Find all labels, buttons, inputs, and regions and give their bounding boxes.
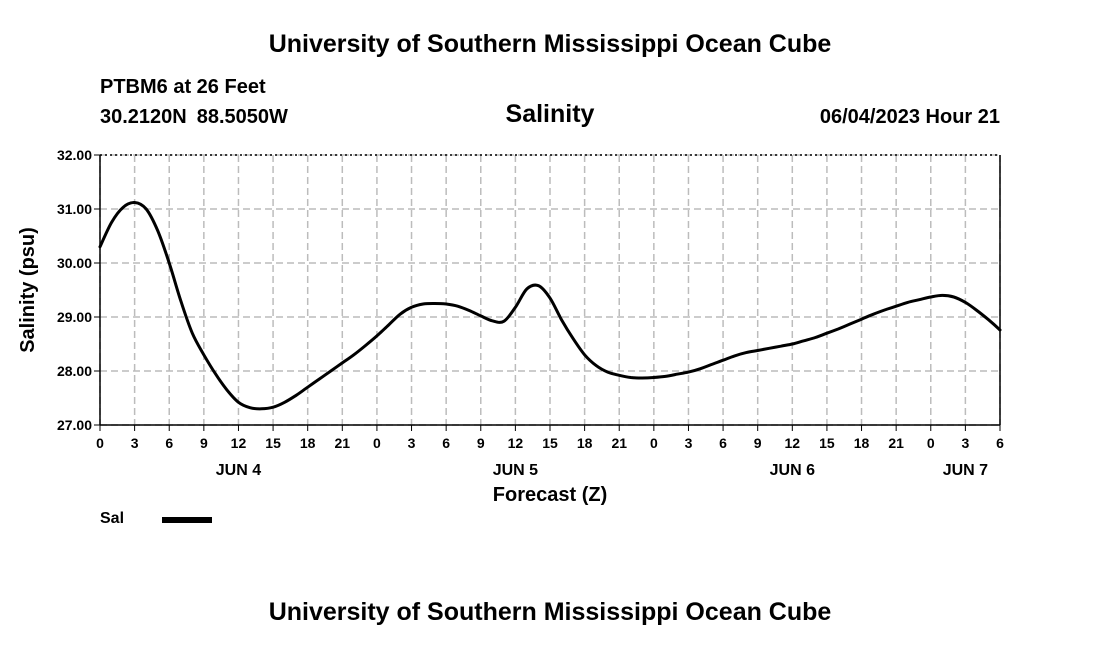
x-tick-label: 6 <box>442 435 450 451</box>
day-label: JUN 4 <box>216 462 261 479</box>
x-tick-label: 9 <box>200 435 208 451</box>
x-tick-label: 18 <box>577 435 593 451</box>
footer-title: University of Southern Mississippi Ocean… <box>268 598 832 626</box>
x-tick-label: 15 <box>542 435 558 451</box>
axes <box>94 154 1001 431</box>
x-tick-label: 0 <box>373 435 381 451</box>
x-tick-label: 18 <box>854 435 870 451</box>
station-label: PTBM6 at 26 Feet <box>100 76 266 98</box>
longitude: 88.5050W <box>196 106 288 128</box>
y-tick-label: 30.00 <box>57 255 92 271</box>
x-tick-label: 0 <box>927 435 935 451</box>
x-tick-label: 15 <box>819 435 835 451</box>
x-tick-label: 21 <box>611 435 627 451</box>
chart-title: Salinity <box>505 100 595 128</box>
x-tick-label: 3 <box>961 435 969 451</box>
x-tick-label: 12 <box>231 435 247 451</box>
day-label: JUN 7 <box>943 462 988 479</box>
x-tick-label: 21 <box>335 435 351 451</box>
latitude: 30.2120N <box>100 106 187 128</box>
x-tick-label: 0 <box>650 435 658 451</box>
x-tick-label: 12 <box>508 435 524 451</box>
day-label: JUN 6 <box>770 462 815 479</box>
x-tick-label: 21 <box>888 435 904 451</box>
x-tick-label: 3 <box>408 435 416 451</box>
x-tick-label: 6 <box>165 435 173 451</box>
page-title: University of Southern Mississippi Ocean… <box>268 30 832 58</box>
grid-lines <box>99 154 1001 426</box>
x-tick-label: 6 <box>719 435 727 451</box>
legend-label: Sal <box>100 510 125 527</box>
series-line-sal <box>98 200 1002 411</box>
x-tick-label: 18 <box>300 435 316 451</box>
y-axis-title: Salinity (psu) <box>17 227 39 353</box>
station-coordinates: 30.2120N 88.5050W <box>100 106 288 129</box>
y-tick-label: 32.00 <box>57 147 92 163</box>
x-tick-label: 9 <box>477 435 485 451</box>
y-tick-label: 27.00 <box>57 417 92 433</box>
y-tick-label: 28.00 <box>57 363 92 379</box>
x-tick-label: 6 <box>996 435 1004 451</box>
day-label: JUN 5 <box>493 462 538 479</box>
series-layer <box>98 200 1002 411</box>
x-tick-label: 15 <box>265 435 281 451</box>
x-axis-title: Forecast (Z) <box>493 484 607 506</box>
x-tick-label: 0 <box>96 435 104 451</box>
forecast-datetime: 06/04/2023 Hour 21 <box>819 106 1000 128</box>
y-tick-label: 29.00 <box>57 309 92 325</box>
y-tick-label: 31.00 <box>57 201 92 217</box>
legend-swatch <box>162 517 212 523</box>
x-tick-label: 12 <box>785 435 801 451</box>
axis-labels: 27.00 28.00 29.00 30.00 31.00 32.00 0 3 6 9 12 15 18… <box>17 147 1004 506</box>
x-tick-label: 3 <box>131 435 139 451</box>
x-tick-label: 9 <box>754 435 762 451</box>
x-tick-label: 3 <box>685 435 693 451</box>
